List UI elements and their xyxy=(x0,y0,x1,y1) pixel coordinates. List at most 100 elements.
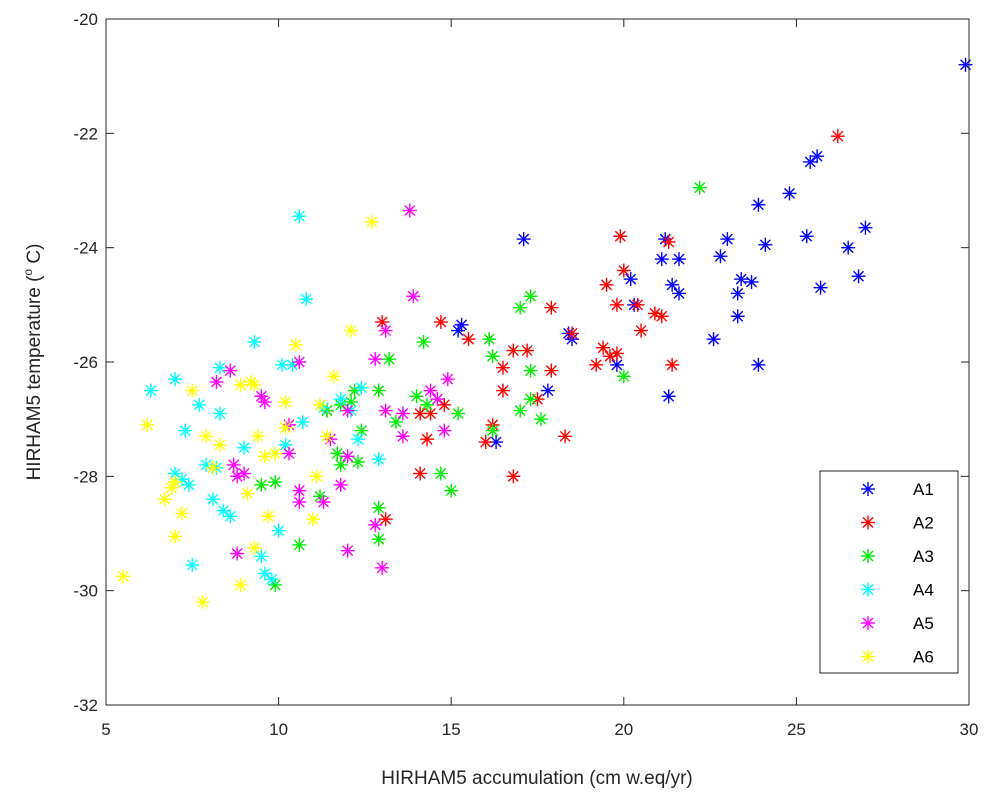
data-point-a4 xyxy=(143,383,158,398)
data-point-a2 xyxy=(665,357,680,372)
legend: A1 A2 A3 A4 A5 A6 xyxy=(819,470,959,674)
data-point-a4 xyxy=(212,360,227,375)
data-point-a5 xyxy=(209,375,224,390)
data-point-a6 xyxy=(199,429,214,444)
data-point-a2 xyxy=(413,466,428,481)
data-point-a1 xyxy=(672,286,687,301)
data-point-a2 xyxy=(506,343,521,358)
data-point-a3 xyxy=(388,415,403,430)
data-point-a2 xyxy=(437,397,452,412)
data-point-a1 xyxy=(958,57,973,72)
data-point-a6 xyxy=(233,377,248,392)
data-point-a4 xyxy=(237,440,252,455)
data-point-a6 xyxy=(261,509,276,524)
data-point-a1 xyxy=(744,274,759,289)
y-axis-title-superscript: o xyxy=(21,269,35,276)
data-point-a3 xyxy=(485,423,500,438)
data-point-a4 xyxy=(299,292,314,307)
data-point-a4 xyxy=(181,477,196,492)
data-point-a6 xyxy=(185,383,200,398)
data-point-a2 xyxy=(433,314,448,329)
data-point-a6 xyxy=(247,377,262,392)
data-point-a4 xyxy=(247,334,262,349)
data-point-a5 xyxy=(368,517,383,532)
data-point-a1 xyxy=(706,332,721,347)
data-point-a5 xyxy=(406,289,421,304)
data-point-a4 xyxy=(271,523,286,538)
data-point-a6 xyxy=(164,480,179,495)
data-point-a1 xyxy=(782,186,797,201)
y-axis-title-main: HIRHAM5 temperature ( xyxy=(24,275,45,481)
data-point-a2 xyxy=(420,432,435,447)
data-point-a3 xyxy=(330,446,345,461)
data-point-a1 xyxy=(803,154,818,169)
data-point-a5 xyxy=(437,423,452,438)
data-point-a6 xyxy=(306,512,321,527)
data-point-a6 xyxy=(116,569,131,584)
data-point-a2 xyxy=(544,300,559,315)
data-point-a2 xyxy=(602,349,617,364)
legend-marker-a2 xyxy=(861,515,875,530)
data-point-a1 xyxy=(810,149,825,164)
data-point-a3 xyxy=(523,392,538,407)
data-point-a3 xyxy=(433,466,448,481)
data-point-a2 xyxy=(634,323,649,338)
data-point-a2 xyxy=(544,363,559,378)
data-point-a6 xyxy=(240,486,255,501)
data-point-a5 xyxy=(292,495,307,510)
data-point-a1 xyxy=(858,220,873,235)
data-point-a2 xyxy=(478,435,493,450)
data-point-a5 xyxy=(378,323,393,338)
data-point-a2 xyxy=(506,469,521,484)
data-point-a2 xyxy=(596,340,611,355)
data-point-a6 xyxy=(278,420,293,435)
data-point-a6 xyxy=(206,460,221,475)
data-point-a3 xyxy=(268,475,283,490)
legend-label-a1: A1 xyxy=(913,480,934,499)
data-point-a6 xyxy=(268,446,283,461)
data-point-a2 xyxy=(654,309,669,324)
data-point-a4 xyxy=(212,406,227,421)
data-point-a5 xyxy=(375,560,390,575)
data-point-a4 xyxy=(216,503,231,518)
data-point-a5 xyxy=(223,363,238,378)
x-tick-label: 25 xyxy=(787,720,806,739)
y-tick-label: -26 xyxy=(73,353,98,372)
data-point-a5 xyxy=(402,203,417,218)
legend-label-a3: A3 xyxy=(913,547,934,566)
data-point-a3 xyxy=(533,412,548,427)
data-point-a4 xyxy=(254,549,269,564)
data-point-a5 xyxy=(257,395,272,410)
data-point-a3 xyxy=(513,300,528,315)
data-point-a3 xyxy=(451,406,466,421)
data-point-a2 xyxy=(565,326,580,341)
data-point-a1 xyxy=(758,237,773,252)
data-point-a1 xyxy=(734,272,749,287)
y-tick-label: -20 xyxy=(73,10,98,29)
data-point-a4 xyxy=(185,557,200,572)
data-point-a6 xyxy=(157,492,172,507)
data-point-a3 xyxy=(513,403,528,418)
data-point-a4 xyxy=(292,209,307,224)
y-axis-title-end: C) xyxy=(24,244,45,269)
data-point-a2 xyxy=(495,360,510,375)
data-point-a1 xyxy=(751,357,766,372)
data-point-a5 xyxy=(368,352,383,367)
data-point-a1 xyxy=(813,280,828,295)
legend-marker-a5 xyxy=(861,616,875,630)
data-point-a5 xyxy=(430,392,445,407)
data-point-a2 xyxy=(495,383,510,398)
data-point-a2 xyxy=(613,229,628,244)
x-axis-title: HIRHAM5 accumulation (cm w.eq/yr) xyxy=(381,768,692,789)
x-tick-label: 20 xyxy=(614,720,633,739)
data-point-a5 xyxy=(395,429,410,444)
data-point-a3 xyxy=(292,537,307,552)
data-point-a6 xyxy=(309,469,324,484)
data-point-a4 xyxy=(350,432,365,447)
data-point-a6 xyxy=(344,323,359,338)
data-point-a2 xyxy=(616,263,631,278)
data-point-a1 xyxy=(730,286,745,301)
y-tick-label: -30 xyxy=(73,582,98,601)
data-point-a1 xyxy=(713,249,728,264)
